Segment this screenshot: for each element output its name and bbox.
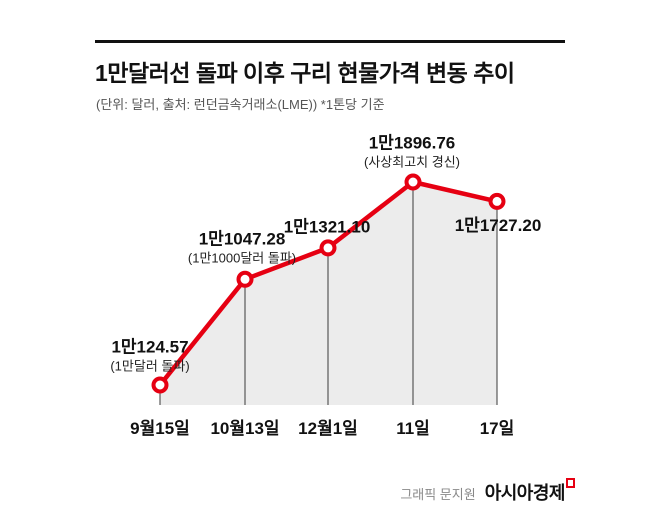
data-point-marker — [404, 173, 422, 191]
top-divider-rule — [95, 40, 565, 43]
data-point-marker — [319, 239, 337, 257]
data-point-marker — [236, 270, 254, 288]
data-point-marker — [151, 376, 169, 394]
brand-logo-mark-icon — [566, 478, 575, 488]
brand-logo: 아시아경제 — [484, 483, 566, 503]
chart-subtitle: (단위: 달러, 출처: 런던금속거래소(LME)) *1톤당 기준 — [96, 97, 385, 112]
chart-title: 1만달러선 돌파 이후 구리 현물가격 변동 추이 — [95, 60, 515, 86]
footer-credit-row: 그래픽 문지원 아시아경제 — [400, 478, 575, 505]
data-point-marker — [488, 192, 506, 210]
graphic-credit: 그래픽 문지원 — [400, 487, 476, 502]
